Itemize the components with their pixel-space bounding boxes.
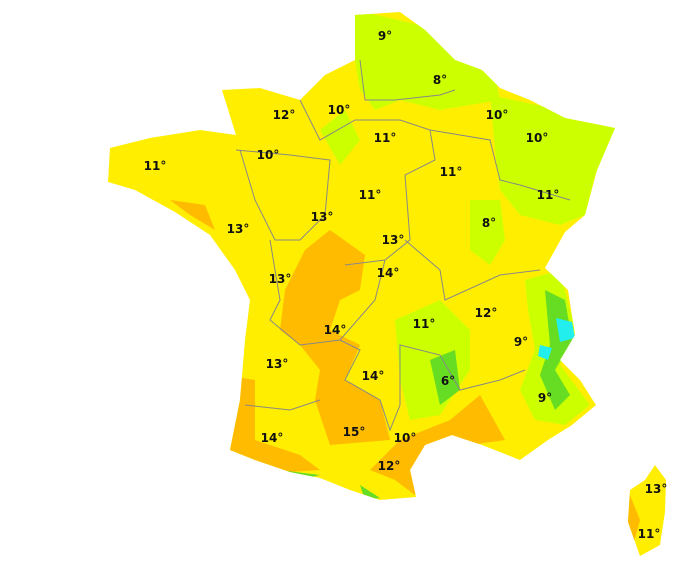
temp-label: 11°: [412, 317, 436, 331]
temp-label: 11°: [358, 188, 382, 202]
temp-label: 13°: [268, 272, 292, 286]
temp-label: 12°: [474, 306, 498, 320]
temp-label: 13°: [265, 357, 289, 371]
temp-label: 14°: [361, 369, 385, 383]
temp-label: 11°: [143, 159, 167, 173]
temp-label: 14°: [323, 323, 347, 337]
temp-label: 12°: [377, 459, 401, 473]
temp-label: 9°: [377, 29, 393, 43]
temp-label: 11°: [439, 165, 463, 179]
temp-label: 9°: [513, 335, 529, 349]
temp-label: 10°: [393, 431, 417, 445]
temp-label: 9°: [537, 391, 553, 405]
temp-label: 11°: [637, 527, 661, 541]
temp-label: 10°: [525, 131, 549, 145]
temp-label: 10°: [327, 103, 351, 117]
region-borders: [235, 59, 571, 432]
temp-label: 13°: [310, 210, 334, 224]
temp-label: 13°: [226, 222, 250, 236]
temp-label: 10°: [256, 148, 280, 162]
temp-label: 10°: [485, 108, 509, 122]
temp-label: 13°: [644, 482, 668, 496]
temp-label: 13°: [381, 233, 405, 247]
temp-label: 11°: [536, 188, 560, 202]
temp-label: 8°: [432, 73, 448, 87]
temp-label: 11°: [373, 131, 397, 145]
temp-label: 12°: [272, 108, 296, 122]
temp-label: 15°: [342, 425, 366, 439]
temp-label: 8°: [481, 216, 497, 230]
temp-label: 6°: [440, 374, 456, 388]
temp-label: 14°: [260, 431, 284, 445]
temp-label: 14°: [376, 266, 400, 280]
